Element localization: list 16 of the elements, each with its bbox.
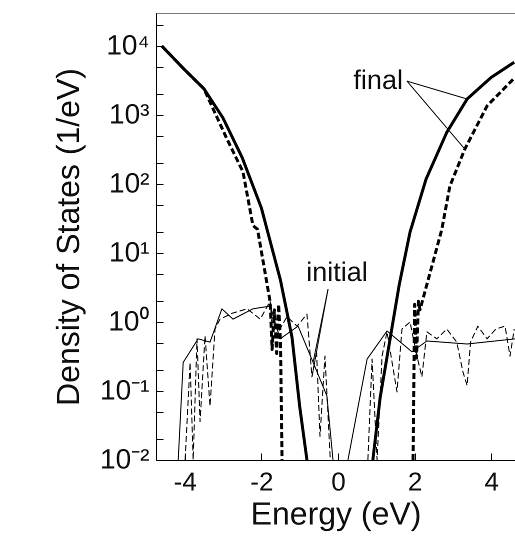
x-tick-label: -4: [174, 466, 197, 496]
x-tick-label: 2: [408, 466, 422, 496]
x-tick-label: -2: [250, 466, 274, 496]
x-tick-label: 0: [331, 466, 346, 496]
x-axis-title: Energy (eV): [250, 496, 422, 532]
y-tick-label: 10³: [109, 98, 150, 130]
annotation: final: [353, 65, 403, 96]
y-tick-label: 10⁻²: [100, 444, 150, 474]
y-axis-title: Density of States (1/eV): [50, 68, 86, 406]
annotation: initial: [306, 257, 368, 288]
y-tick-label: 10¹: [109, 236, 150, 268]
y-tick-label: 10²: [109, 167, 150, 198]
y-tick-label: 10⁻¹: [100, 374, 150, 406]
x-tick-label: 4: [484, 466, 499, 496]
y-tick-label: 10⁴: [106, 29, 150, 60]
y-tick-label: 10⁰: [108, 305, 150, 336]
